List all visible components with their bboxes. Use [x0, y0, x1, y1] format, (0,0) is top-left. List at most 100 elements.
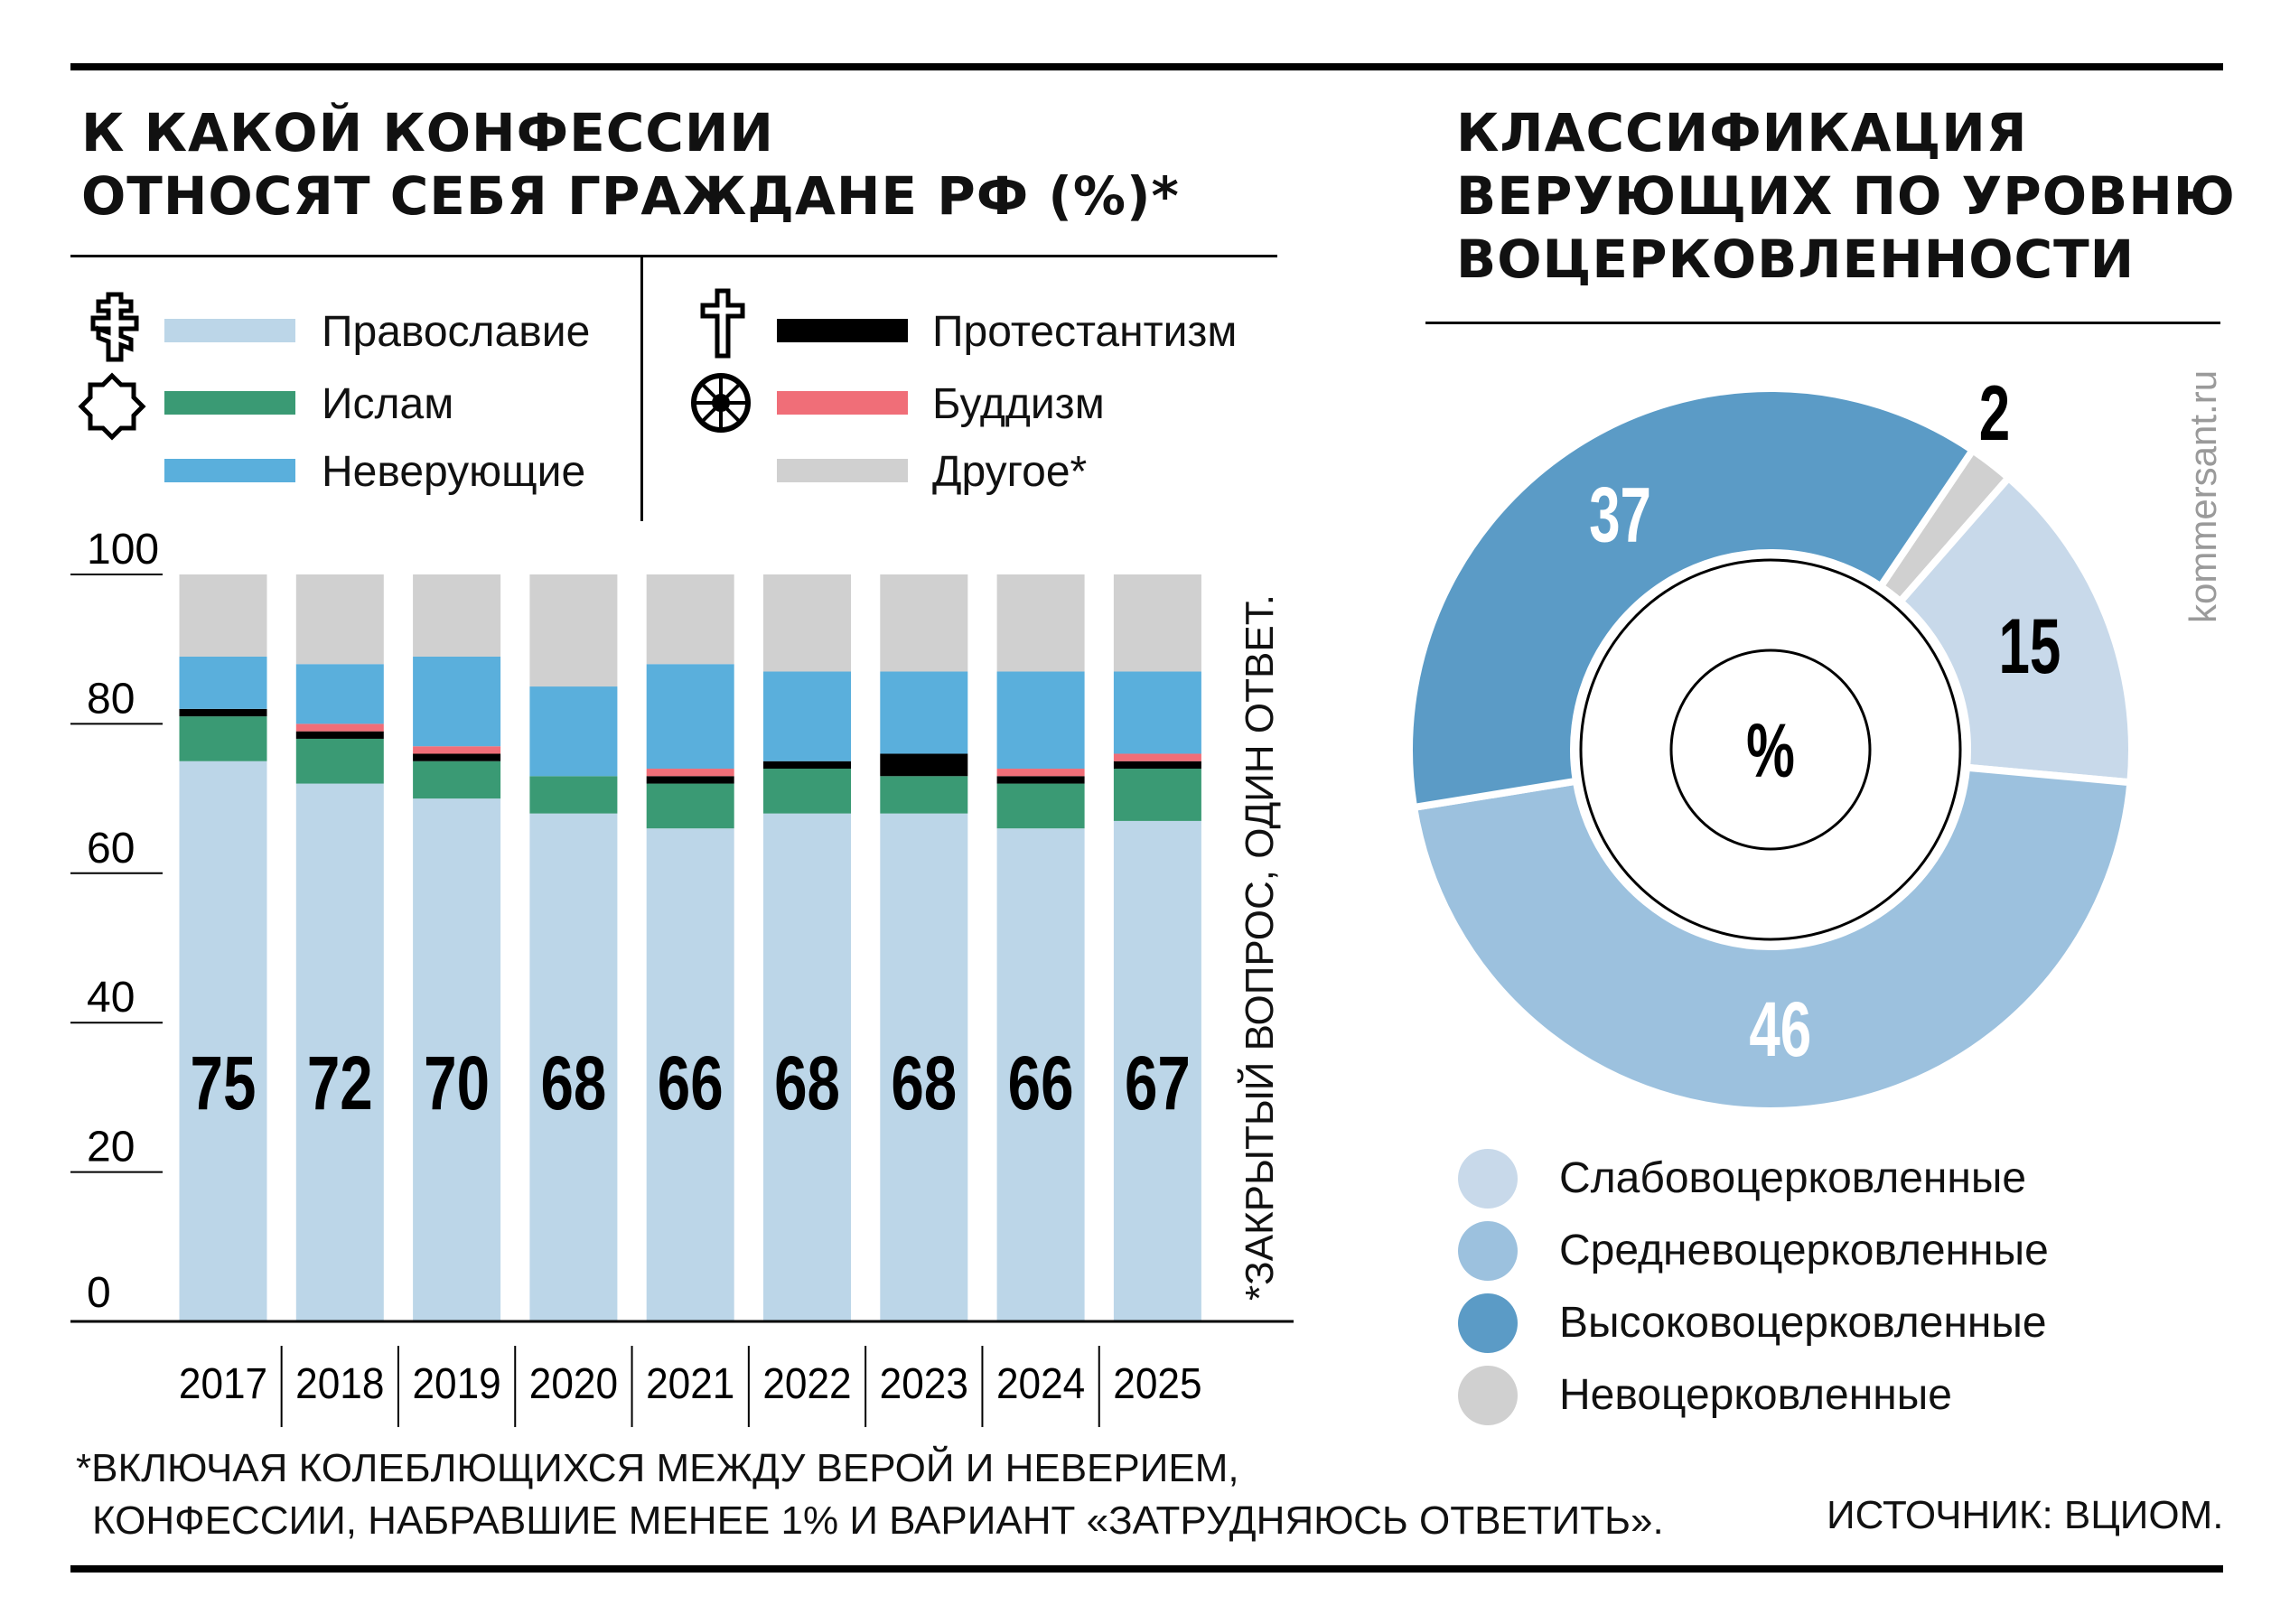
bar-segment	[1113, 820, 1201, 1321]
bar-segment	[763, 769, 851, 814]
bar-segment	[413, 798, 501, 1321]
y-tick-label: 100	[87, 526, 159, 574]
bar-segment	[763, 813, 851, 1321]
legend-label-buddhism: Буддизм	[932, 380, 1105, 428]
bar-segment	[295, 574, 384, 665]
bar-value-label: 68	[540, 1041, 606, 1125]
legend-divider	[640, 257, 643, 521]
x-tick-label: 2025	[1113, 1358, 1201, 1407]
bar-segment	[880, 776, 968, 814]
donut-legend-dot-medium	[1458, 1221, 1518, 1281]
bottom-rule	[70, 1565, 2223, 1573]
dharma-wheel-icon	[691, 373, 751, 433]
bar-segment	[763, 761, 851, 770]
bar-segment	[880, 671, 968, 754]
x-tick-label: 2019	[412, 1358, 500, 1407]
bar-segment	[996, 671, 1085, 770]
x-tick-label: 2023	[880, 1358, 968, 1407]
bar-segment	[1113, 574, 1201, 672]
x-tick-label: 2024	[996, 1358, 1085, 1407]
legend-swatch-protestantism	[777, 319, 908, 342]
y-tick-label: 60	[87, 825, 135, 873]
x-tick-label: 2022	[762, 1358, 851, 1407]
donut-center-ring	[1669, 649, 1872, 851]
x-tick-label: 2018	[295, 1358, 384, 1407]
legend-swatch-other	[777, 459, 908, 482]
bar-segment	[179, 761, 267, 1321]
legend-label-other: Другое*	[932, 448, 1088, 496]
donut-title-rule	[1425, 322, 2220, 324]
bar-segment	[179, 574, 267, 657]
bar-value-label: 66	[658, 1041, 724, 1125]
bar-value-label: 68	[891, 1041, 957, 1125]
legend-swatch-islam	[164, 391, 295, 415]
bar-segment	[1113, 761, 1201, 770]
legend-label-nonbelievers: Неверующие	[322, 448, 586, 496]
x-tick-label: 2021	[646, 1358, 734, 1407]
legend-label-protestantism: Протестантизм	[932, 308, 1238, 356]
footnote-line-2: КОНФЕССИИ, НАБРАВШИЕ МЕНЕЕ 1% И ВАРИАНТ …	[92, 1498, 1664, 1543]
bar-segment	[996, 769, 1085, 777]
donut-slice-label: 15	[1998, 602, 2061, 689]
legend-label-orthodoxy: Православие	[322, 308, 591, 356]
y-tick-label: 40	[87, 974, 135, 1022]
legend-swatch-nonbelievers	[164, 459, 295, 482]
bar-segment	[996, 776, 1085, 784]
donut-legend-label-high: Высоковоцерковленные	[1559, 1299, 2047, 1347]
bar-segment	[880, 813, 968, 1321]
bar-value-label: 72	[307, 1041, 373, 1125]
latin-cross-icon	[700, 288, 745, 359]
bar-segment	[646, 783, 734, 829]
donut-chart-title-line-2: ВЕРУЮЩИХ ПО УРОВНЮ	[1456, 165, 2236, 227]
donut-slice-label: 2	[1979, 369, 2010, 456]
donut-legend-dot-high	[1458, 1293, 1518, 1353]
bar-segment	[763, 671, 851, 761]
bar-chart-title-line-2: ОТНОСЯТ СЕБЯ ГРАЖДАНЕ РФ (%)*	[81, 165, 1180, 227]
bar-segment	[646, 776, 734, 784]
bar-segment	[646, 828, 734, 1321]
bar-segment	[413, 753, 501, 761]
legend-label-islam: Ислам	[322, 380, 454, 428]
bar-segment	[179, 708, 267, 717]
donut-slice-label: 46	[1749, 985, 1811, 1072]
bar-value-label: 75	[191, 1041, 257, 1125]
bar-segment	[1113, 671, 1201, 754]
bar-segment	[529, 776, 618, 814]
donut-slice	[1406, 385, 1978, 812]
bar-segment	[179, 656, 267, 709]
bar-segment	[646, 664, 734, 770]
bar-chart-title-line-1: К КАКОЙ КОНФЕССИИ	[81, 102, 774, 163]
legend-swatch-orthodoxy	[164, 319, 295, 342]
donut-legend-label-weak: Слабовоцерковленные	[1559, 1154, 2027, 1202]
bar-segment	[179, 716, 267, 761]
rub-el-hizb-star-icon	[78, 372, 146, 441]
bar-value-label: 66	[1008, 1041, 1074, 1125]
bar-segment	[529, 813, 618, 1321]
legend-top-rule	[70, 255, 1277, 257]
donut-slice	[1409, 763, 2135, 1115]
donut-chart: 2 15 46 37%	[1406, 369, 2135, 1115]
bar-value-label: 68	[774, 1041, 840, 1125]
x-tick-label: 2020	[529, 1358, 618, 1407]
donut-slice-label: 37	[1589, 471, 1651, 558]
source-note: ИСТОЧНИК: ВЦИОМ.	[1827, 1493, 2224, 1537]
bar-segment	[646, 574, 734, 665]
y-tick-label: 80	[87, 675, 135, 723]
bar-segment	[880, 574, 968, 672]
bar-value-label: 70	[424, 1041, 490, 1125]
bar-segment	[996, 783, 1085, 829]
bar-segment	[295, 723, 384, 732]
bar-segment	[1113, 753, 1201, 761]
bar-segment	[1113, 769, 1201, 821]
bar-segment	[413, 574, 501, 657]
footnote-line-1: *ВКЛЮЧАЯ КОЛЕБЛЮЩИХСЯ МЕЖДУ ВЕРОЙ И НЕВЕ…	[76, 1446, 1239, 1490]
bar-segment	[996, 574, 1085, 672]
bar-value-label: 67	[1125, 1041, 1191, 1125]
donut-slice	[1894, 472, 2135, 787]
donut-legend-label-none: Невоцерковленные	[1559, 1371, 1952, 1419]
donut-legend-dot-weak	[1458, 1149, 1518, 1209]
bar-segment	[295, 783, 384, 1321]
bar-segment	[413, 761, 501, 799]
bar-segment	[413, 656, 501, 747]
bar-segment	[295, 731, 384, 739]
